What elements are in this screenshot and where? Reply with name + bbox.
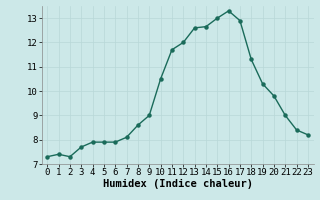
- X-axis label: Humidex (Indice chaleur): Humidex (Indice chaleur): [103, 179, 252, 189]
